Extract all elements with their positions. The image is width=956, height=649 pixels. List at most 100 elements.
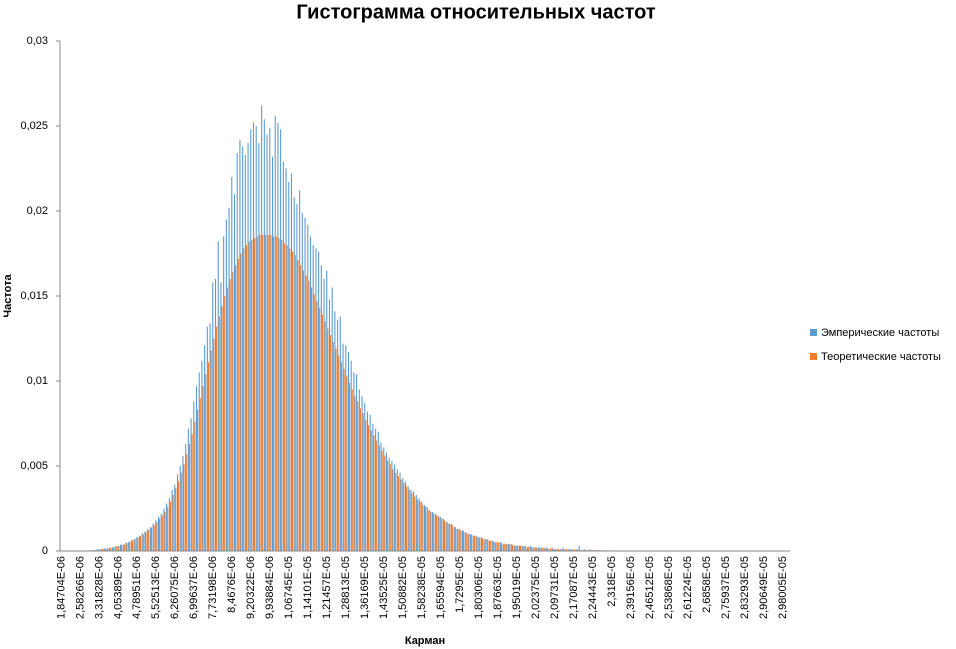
bar (271, 156, 274, 551)
bar (472, 535, 474, 551)
bar (551, 547, 553, 551)
bar (432, 511, 434, 551)
bar (302, 270, 304, 551)
bar (434, 513, 436, 551)
bar (533, 547, 535, 551)
bar (156, 522, 158, 551)
bar (312, 245, 314, 551)
bar (467, 534, 469, 551)
bar (513, 545, 515, 551)
bar (540, 547, 542, 551)
bar (223, 236, 225, 551)
bar (267, 234, 269, 552)
bar (207, 362, 209, 551)
x-tick-label: 4,78951E-06 (131, 556, 143, 619)
bar (129, 541, 131, 551)
bar (414, 496, 416, 551)
bar (486, 539, 488, 551)
bar (376, 440, 378, 551)
bar (475, 535, 477, 551)
bar (396, 469, 398, 551)
bar (430, 511, 432, 551)
bar (465, 532, 467, 551)
bar (269, 127, 271, 551)
bar (209, 323, 211, 551)
bar (445, 522, 447, 551)
bar (365, 420, 367, 551)
bar (499, 542, 501, 551)
x-tick-label: 9,20322E-06 (245, 556, 257, 619)
x-tick-label: 6,99637E-06 (188, 556, 200, 619)
bar (220, 282, 222, 551)
x-tick-label: 2,318E-05 (606, 556, 618, 607)
bar (357, 401, 359, 551)
bar (338, 355, 340, 551)
bar (305, 275, 307, 551)
bar (570, 549, 572, 551)
bar (416, 500, 418, 551)
bar (383, 447, 385, 551)
bar (506, 543, 508, 551)
bar (342, 343, 344, 551)
bar (590, 549, 592, 551)
bar (250, 129, 252, 551)
bar (194, 421, 196, 551)
bar (453, 527, 455, 551)
bar (471, 534, 473, 551)
x-tick-label: 2,53868E-05 (663, 556, 675, 619)
x-tick-label: 2,6858E-05 (701, 556, 713, 613)
bar (254, 238, 256, 551)
bar (320, 265, 322, 551)
bar (489, 540, 491, 551)
bar (278, 238, 280, 551)
bar (456, 528, 458, 551)
bar (441, 518, 443, 551)
bar (407, 486, 409, 551)
bar (552, 548, 554, 551)
bar (301, 212, 303, 551)
x-tick-label: 1,84704E-06 (55, 556, 67, 619)
bar (509, 544, 511, 551)
bar (95, 549, 97, 551)
x-tick-label: 2,75937E-05 (720, 556, 732, 619)
bar (229, 279, 231, 551)
bar (556, 549, 558, 551)
bar (332, 341, 334, 551)
bar (293, 197, 295, 551)
bar (384, 455, 386, 551)
bar (186, 454, 188, 551)
bar (185, 443, 187, 551)
bar (98, 549, 100, 551)
bar (125, 542, 127, 551)
bar (240, 253, 242, 551)
bar (464, 532, 466, 551)
x-tick-label: 2,24443E-05 (587, 556, 599, 619)
bar (521, 545, 523, 551)
bar (218, 316, 220, 551)
bar (188, 443, 190, 551)
bar (235, 265, 237, 551)
bar (562, 547, 564, 551)
bar (490, 540, 492, 551)
bar (461, 530, 463, 551)
bar (366, 411, 369, 551)
bar (429, 510, 431, 551)
bar (575, 549, 577, 551)
bar (527, 547, 529, 551)
bar (541, 547, 543, 551)
bar (290, 173, 293, 551)
bar (460, 530, 462, 551)
bar (179, 466, 181, 551)
bar (373, 435, 375, 551)
bar (121, 545, 123, 551)
bar (345, 345, 347, 551)
x-tick-label: 2,46512E-05 (644, 556, 656, 619)
bar (140, 536, 142, 551)
bar (525, 546, 527, 551)
bar (109, 547, 111, 551)
bar (326, 270, 328, 551)
bar (169, 501, 171, 551)
bar (385, 452, 388, 551)
bar (244, 154, 246, 551)
bar (440, 517, 442, 551)
